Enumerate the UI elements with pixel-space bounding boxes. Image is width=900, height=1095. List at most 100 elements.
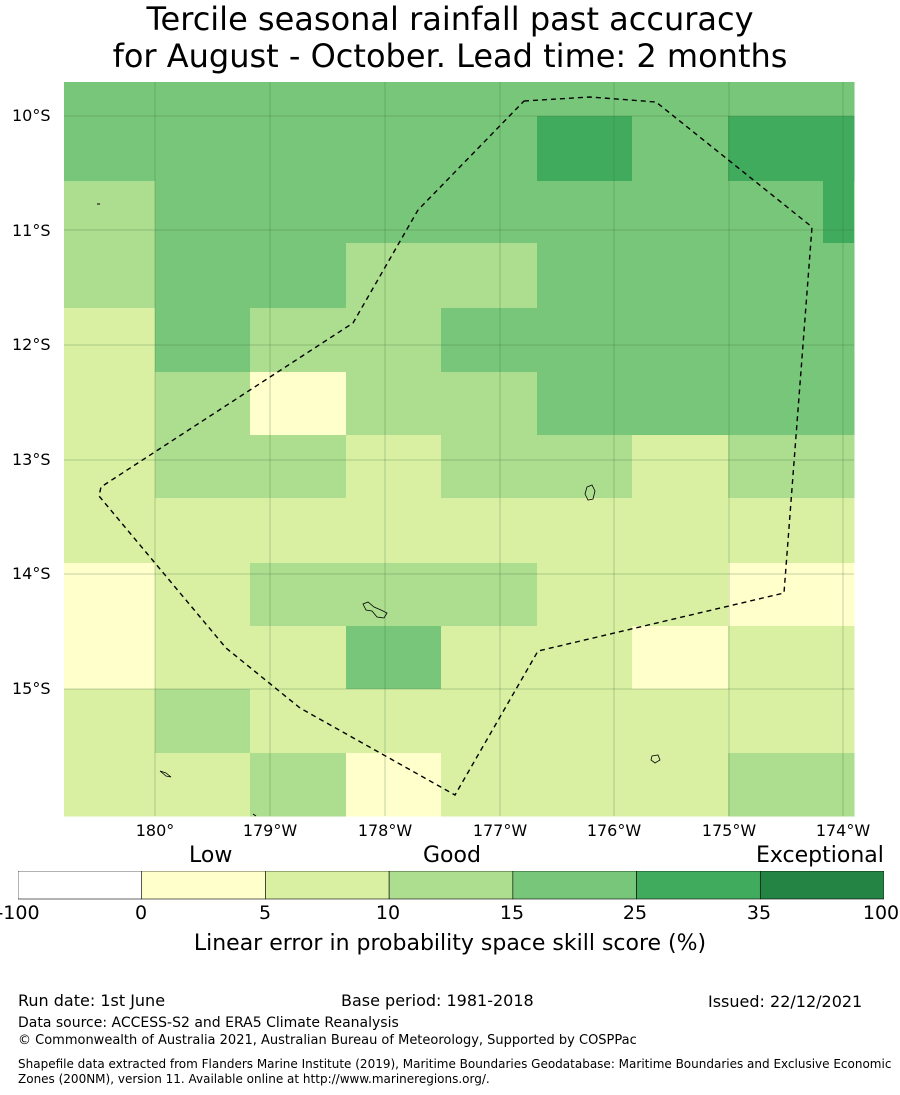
island-shape — [362, 601, 388, 619]
lat-label: 15°S — [12, 679, 51, 698]
lon-label: 175°W — [701, 821, 757, 840]
skill-cell — [346, 116, 442, 182]
colorbar-segment — [18, 871, 143, 900]
skill-cell — [250, 372, 347, 436]
skill-cell — [250, 753, 347, 817]
colorbar-segment — [636, 871, 761, 900]
skill-cell — [250, 626, 347, 690]
skill-cell — [441, 689, 538, 754]
skill-cell — [155, 116, 251, 182]
colorbar-tick: 0 — [134, 902, 148, 924]
skill-cell — [632, 372, 729, 436]
eez-boundary — [98, 96, 813, 796]
skill-cell — [441, 563, 538, 627]
island-shape — [650, 754, 661, 764]
colorbar-title: Linear error in probability space skill … — [193, 931, 707, 956]
rainfall-accuracy-map — [64, 82, 855, 817]
skill-cell — [250, 181, 347, 244]
skill-cell — [441, 435, 538, 499]
skill-cell — [155, 243, 251, 309]
skill-cell — [441, 243, 538, 309]
skill-cell — [64, 372, 156, 436]
colorbar-tick: 35 — [746, 902, 772, 924]
skill-cell — [537, 689, 633, 754]
lat-label: 14°S — [12, 564, 51, 583]
skill-cell — [441, 116, 538, 182]
skill-cell — [64, 181, 156, 244]
skill-cell — [537, 498, 633, 564]
skill-cell — [346, 181, 442, 244]
skill-cell — [155, 181, 251, 244]
lat-label: 10°S — [12, 106, 51, 125]
skill-cell — [632, 82, 729, 117]
skill-cell — [250, 308, 347, 373]
skill-grid — [64, 82, 855, 817]
skill-cell — [64, 626, 156, 690]
skill-cell — [632, 626, 729, 690]
skill-cell — [441, 498, 538, 564]
graticule — [64, 82, 854, 816]
skill-cell — [728, 372, 855, 436]
skill-cell — [64, 116, 156, 182]
skill-cell — [441, 181, 538, 244]
skill-cell — [250, 82, 347, 117]
shapefile-credit: Shapefile data extracted from Flanders M… — [18, 1057, 892, 1086]
skill-cell — [632, 243, 729, 309]
skill-cell — [346, 753, 442, 817]
skill-cell — [632, 689, 729, 754]
skill-cell — [728, 435, 855, 499]
copyright: © Commonwealth of Australia 2021, Austra… — [18, 1033, 637, 1048]
skill-cell — [728, 243, 855, 309]
skill-cell — [441, 626, 538, 690]
skill-cell — [728, 498, 855, 564]
skill-cell — [64, 563, 156, 627]
skill-cell — [250, 243, 347, 309]
skill-cell — [64, 243, 156, 309]
skill-cell — [537, 563, 633, 627]
skill-cell — [537, 308, 633, 373]
colorbar-tick: 5 — [258, 902, 272, 924]
skill-cell — [632, 753, 729, 817]
skill-cell — [537, 753, 633, 817]
skill-cell — [728, 563, 855, 627]
skill-cell — [250, 689, 347, 754]
skill-cell — [64, 689, 156, 754]
skill-cell — [441, 308, 538, 373]
colorbar-segment — [512, 871, 637, 900]
colorbar-segment — [265, 871, 390, 900]
skill-cell — [155, 563, 251, 627]
skill-cell — [346, 435, 442, 499]
skill-cell — [728, 626, 855, 690]
map-title-line1: Tercile seasonal rainfall past accuracy — [146, 0, 754, 38]
island-shape — [159, 770, 172, 778]
skill-cell — [64, 82, 156, 117]
lon-label: 176°W — [586, 821, 642, 840]
colorbar-low-label: Low — [189, 843, 233, 868]
island-shape — [252, 813, 257, 817]
skill-cell — [346, 563, 442, 627]
lon-label: 180° — [135, 821, 175, 840]
colorbar-tick: 100 — [862, 902, 900, 924]
skill-cell — [64, 308, 156, 373]
skill-cell — [537, 435, 633, 499]
skill-cell — [346, 689, 442, 754]
skill-cell — [64, 753, 156, 817]
lon-label: 174°W — [815, 821, 871, 840]
skill-cell — [537, 181, 633, 244]
skill-cell — [155, 372, 251, 436]
skill-cell — [728, 82, 855, 117]
skill-cell — [346, 82, 442, 117]
skill-cell — [346, 372, 442, 436]
skill-cell — [441, 82, 538, 117]
skill-cell — [632, 116, 729, 182]
skill-cell — [250, 435, 347, 499]
skill-cell — [728, 308, 855, 373]
colorbar-segment — [388, 871, 514, 900]
skill-cell — [537, 626, 633, 690]
skill-cell — [155, 435, 251, 499]
skill-cell — [346, 498, 442, 564]
skill-cell — [64, 435, 156, 499]
lat-label: 11°S — [12, 221, 51, 240]
lon-label: 179°W — [242, 821, 298, 840]
skill-cell — [250, 498, 347, 564]
